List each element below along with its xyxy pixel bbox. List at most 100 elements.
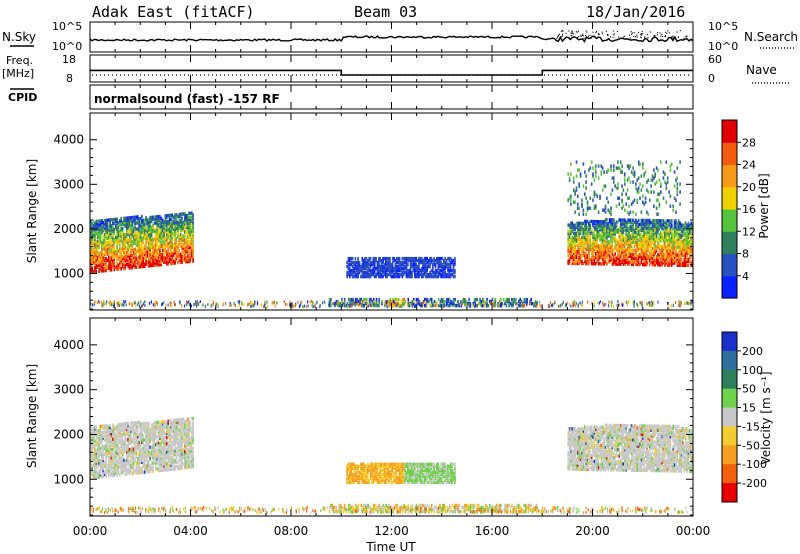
range-cell — [679, 223, 681, 227]
range-cell — [449, 264, 452, 269]
range-cell — [153, 221, 156, 225]
range-cell — [96, 227, 99, 231]
range-cell — [154, 241, 157, 245]
range-cell — [184, 246, 186, 250]
range-cell — [123, 242, 125, 247]
range-cell — [141, 250, 143, 255]
range-cell — [178, 218, 180, 223]
range-cell — [603, 232, 605, 236]
range-cell — [117, 257, 120, 261]
ground-scatter-cell — [267, 304, 269, 308]
range-cell — [684, 221, 687, 225]
range-cell — [661, 257, 663, 261]
ground-scatter-cell — [525, 302, 528, 306]
range-cell — [188, 211, 190, 216]
range-cell — [94, 461, 96, 466]
range-cell — [379, 270, 381, 275]
ground-scatter-cell — [639, 301, 641, 305]
ground-scatter-cell — [393, 300, 395, 303]
range-cell — [586, 231, 589, 236]
range-cell — [655, 212, 658, 216]
range-cell — [571, 255, 574, 259]
range-cell — [371, 262, 373, 267]
nsearch-point — [605, 30, 607, 32]
range-cell — [657, 168, 659, 172]
range-cell — [651, 239, 654, 243]
range-cell — [615, 186, 618, 190]
range-cell — [585, 255, 587, 260]
range-cell — [190, 243, 193, 247]
range-cell — [178, 236, 180, 241]
range-cell — [101, 225, 103, 229]
range-cell — [636, 240, 639, 245]
range-cell — [103, 246, 106, 251]
range-cell — [579, 239, 582, 244]
range-cell — [628, 226, 630, 230]
range-cell — [409, 260, 412, 265]
range-cell — [372, 268, 375, 273]
range-cell — [160, 256, 163, 261]
ground-scatter-cell — [383, 301, 386, 305]
range-cell — [633, 254, 636, 259]
range-cell — [568, 245, 571, 249]
range-cell — [604, 250, 607, 254]
ground-scatter-cell — [667, 303, 669, 307]
range-cell — [163, 252, 165, 256]
range-cell — [658, 251, 661, 255]
ground-scatter-cell — [163, 301, 165, 305]
range-cell — [636, 248, 639, 253]
range-cell — [94, 463, 96, 468]
range-cell — [134, 265, 136, 270]
range-cell — [647, 178, 650, 182]
range-cell — [138, 265, 140, 269]
range-cell — [109, 244, 111, 248]
range-cell — [108, 262, 110, 266]
range-cell — [398, 256, 401, 261]
range-cell — [373, 260, 376, 265]
range-cell — [630, 256, 633, 260]
range-cell — [676, 186, 679, 190]
range-cell — [181, 234, 183, 238]
ground-scatter-cell — [483, 300, 485, 304]
range-cell — [615, 222, 618, 226]
range-cell — [567, 198, 569, 202]
range-cell — [654, 247, 656, 251]
range-cell — [444, 264, 446, 269]
range-cell — [502, 297, 505, 302]
range-cell — [95, 269, 98, 274]
range-cell — [643, 234, 645, 239]
ground-scatter-cell — [529, 302, 532, 306]
range-cell — [662, 196, 665, 200]
range-cell — [347, 258, 350, 263]
range-cell — [608, 234, 611, 238]
range-cell — [597, 262, 600, 266]
range-cell — [127, 230, 129, 234]
range-cell — [137, 233, 139, 237]
range-cell — [103, 222, 106, 227]
range-cell — [127, 248, 129, 252]
range-cell — [156, 263, 158, 267]
range-cell — [382, 270, 384, 275]
range-cell — [145, 256, 147, 260]
nsearch-point — [610, 36, 611, 38]
range-cell — [593, 219, 596, 224]
range-cell — [585, 225, 587, 230]
range-cell — [675, 249, 677, 253]
range-cell — [588, 233, 590, 238]
ground-scatter-cell — [96, 301, 98, 305]
range-cell — [690, 241, 692, 246]
range-cell — [387, 262, 390, 267]
range-cell — [505, 303, 508, 308]
range-cell — [190, 211, 193, 215]
range-cell — [380, 266, 383, 271]
range-cell — [586, 233, 589, 238]
range-cell — [686, 237, 688, 241]
range-cell — [179, 224, 182, 228]
range-cell — [624, 248, 626, 252]
ground-scatter-cell — [512, 303, 514, 307]
range-cell — [137, 227, 139, 231]
range-cell — [335, 301, 338, 306]
range-cell — [138, 239, 140, 243]
range-cell — [599, 262, 601, 266]
range-cell — [673, 225, 676, 229]
